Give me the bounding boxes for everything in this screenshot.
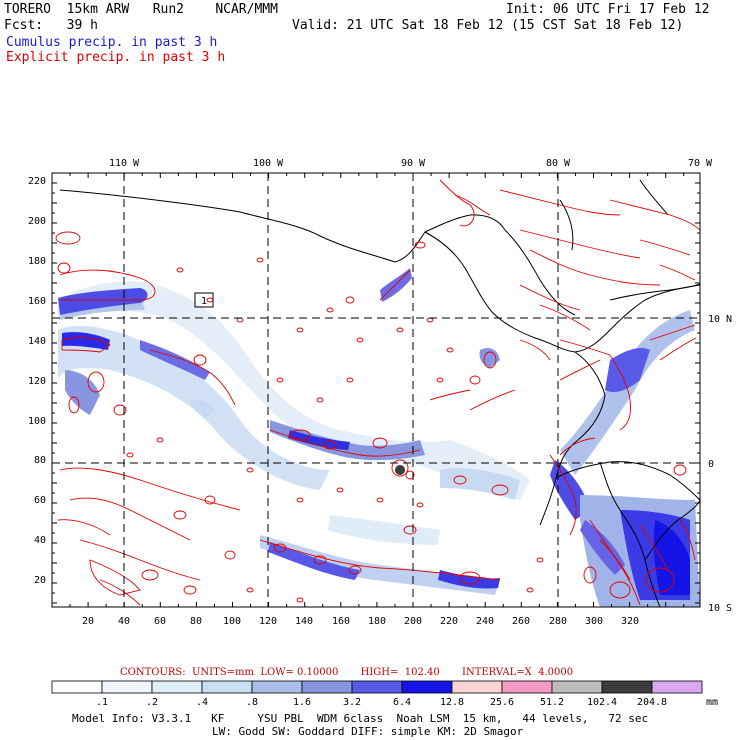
x-tick-label: 140 bbox=[295, 616, 313, 627]
colorbar-label: .1 bbox=[96, 697, 108, 708]
x-tick-label: 120 bbox=[259, 616, 277, 627]
colorbar-unit: mm bbox=[706, 697, 718, 708]
colorbar-swatch bbox=[451, 680, 503, 694]
lon-label: 70 W bbox=[688, 158, 713, 169]
colorbar-label: 25.6 bbox=[490, 697, 514, 708]
legend-explicit-precip: Explicit precip. in past 3 h bbox=[6, 50, 226, 65]
colorbar-label: 51.2 bbox=[540, 697, 564, 708]
colorbar-label: 6.4 bbox=[393, 697, 411, 708]
box-label: 1 bbox=[201, 296, 207, 307]
legend-cumulus-precip: Cumulus precip. in past 3 h bbox=[6, 35, 218, 50]
x-tick-label: 160 bbox=[332, 616, 350, 627]
x-tick-label: 240 bbox=[476, 616, 494, 627]
y-axis-labels: 220 200 180 160 140 120 100 80 60 40 20 bbox=[28, 176, 46, 586]
y-tick-label: 20 bbox=[34, 575, 46, 586]
x-tick-label: 260 bbox=[512, 616, 530, 627]
colorbar-swatch bbox=[201, 680, 253, 694]
header-forecast-hour: Fcst: 39 h bbox=[4, 18, 98, 33]
colorbar-label: 3.2 bbox=[343, 697, 361, 708]
y-tick-label: 100 bbox=[28, 416, 46, 427]
colorbar-swatch bbox=[651, 680, 703, 694]
explicit-precip-contours bbox=[55, 179, 700, 606]
latitude-labels: 10 N 0 10 S bbox=[708, 314, 732, 614]
y-tick-label: 160 bbox=[28, 296, 46, 307]
y-tick-label: 180 bbox=[28, 256, 46, 267]
lon-label: 110 W bbox=[109, 158, 140, 169]
x-tick-label: 80 bbox=[190, 616, 202, 627]
y-tick-label: 200 bbox=[28, 216, 46, 227]
x-tick-label: 20 bbox=[82, 616, 94, 627]
colorbar-label: .2 bbox=[146, 697, 158, 708]
y-tick-label: 220 bbox=[28, 176, 46, 187]
colorbar-swatch bbox=[251, 680, 303, 694]
colorbar-swatch bbox=[301, 680, 353, 694]
contour-info: CONTOURS: UNITS=mm LOW= 0.10000 HIGH= 10… bbox=[120, 667, 574, 678]
colorbar-label: 1.6 bbox=[293, 697, 311, 708]
x-tick-label: 100 bbox=[223, 616, 241, 627]
x-tick-label: 280 bbox=[549, 616, 567, 627]
header-valid-time: Valid: 21 UTC Sat 18 Feb 12 (15 CST Sat … bbox=[292, 18, 684, 33]
y-tick-label: 40 bbox=[34, 535, 46, 546]
y-tick-label: 80 bbox=[34, 455, 46, 466]
x-tick-label: 60 bbox=[154, 616, 166, 627]
colorbar-label: 102.4 bbox=[587, 697, 617, 708]
colorbar bbox=[51, 680, 703, 694]
lon-label: 80 W bbox=[546, 158, 571, 169]
colorbar-labels: .1 .2 .4 .8 1.6 3.2 6.4 12.8 25.6 51.2 102.4 204.8 bbox=[96, 697, 667, 708]
lat-label: 10 S bbox=[708, 603, 732, 614]
x-tick-label: 200 bbox=[404, 616, 422, 627]
colorbar-label: .8 bbox=[246, 697, 258, 708]
axis-ticks bbox=[51, 172, 700, 607]
y-tick-label: 140 bbox=[28, 336, 46, 347]
plot-frame bbox=[51, 172, 701, 608]
coastlines bbox=[59, 179, 700, 607]
colorbar-swatch bbox=[101, 680, 153, 694]
x-tick-label: 320 bbox=[621, 616, 639, 627]
y-tick-label: 60 bbox=[34, 495, 46, 506]
model-info: Model Info: V3.3.1 KF YSU PBL WDM 6class… bbox=[72, 712, 649, 725]
lat-label: 10 N bbox=[708, 314, 732, 325]
cumulus-precip-shading bbox=[58, 268, 700, 607]
x-tick-label: 180 bbox=[368, 616, 386, 627]
lat-lon-grid bbox=[52, 173, 700, 607]
colorbar-swatch bbox=[351, 680, 403, 694]
colorbar-swatch bbox=[51, 680, 103, 694]
colorbar-swatch bbox=[151, 680, 203, 694]
colorbar-label: 12.8 bbox=[440, 697, 464, 708]
colorbar-label: .4 bbox=[196, 697, 208, 708]
x-tick-label: 40 bbox=[118, 616, 130, 627]
header-init-time: Init: 06 UTC Fri 17 Feb 12 bbox=[506, 2, 710, 17]
lat-label: 0 bbox=[708, 459, 714, 470]
x-tick-label: 300 bbox=[585, 616, 603, 627]
colorbar-swatch bbox=[601, 680, 653, 694]
colorbar-swatch bbox=[501, 680, 553, 694]
x-axis-labels: 20 40 60 80 100 120 140 160 180 200 220 … bbox=[82, 616, 639, 627]
lon-label: 90 W bbox=[401, 158, 426, 169]
x-tick-label: 220 bbox=[440, 616, 458, 627]
colorbar-label: 204.8 bbox=[637, 697, 667, 708]
heavy-precip-cell bbox=[395, 465, 405, 475]
lon-label: 100 W bbox=[253, 158, 284, 169]
colorbar-swatch bbox=[401, 680, 453, 694]
annotation-box bbox=[194, 292, 214, 308]
colorbar-swatch bbox=[551, 680, 603, 694]
longitude-labels: 110 W 100 W 90 W 80 W 70 W bbox=[109, 158, 713, 169]
model-physics-info: LW: Godd SW: Goddard DIFF: simple KM: 2D… bbox=[212, 725, 524, 738]
header-model-run: TORERO 15km ARW Run2 NCAR/MMM bbox=[4, 2, 278, 17]
y-tick-label: 120 bbox=[28, 376, 46, 387]
